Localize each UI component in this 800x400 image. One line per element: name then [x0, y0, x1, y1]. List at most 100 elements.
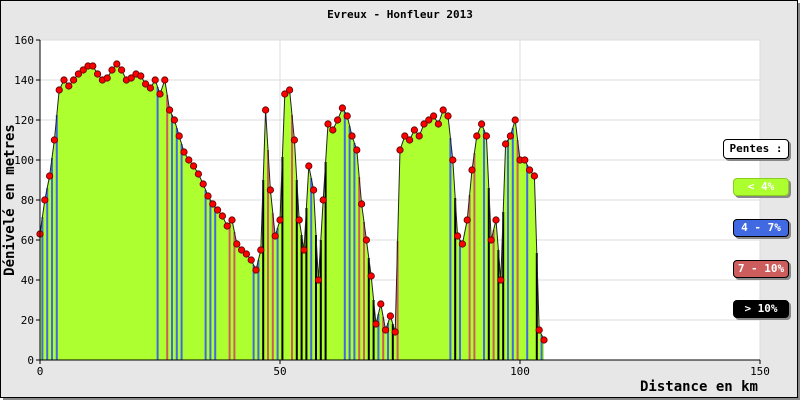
elevation-point: [55, 86, 63, 94]
elevation-point: [137, 72, 145, 80]
elevation-point: [175, 132, 183, 140]
elevation-point: [50, 136, 59, 144]
elevation-point: [94, 70, 102, 78]
y-tick-label: 0: [27, 354, 34, 367]
elevation-point: [45, 172, 54, 180]
elevation-point: [266, 186, 274, 194]
elevation-point: [103, 74, 111, 82]
elevation-point: [329, 126, 337, 134]
elevation-point: [381, 326, 390, 334]
elevation-point: [252, 266, 260, 274]
elevation-point: [290, 136, 298, 144]
elevation-point: [223, 222, 231, 230]
elevation-point: [391, 328, 399, 336]
elevation-point: [127, 74, 135, 82]
elevation-point: [367, 272, 375, 280]
x-tick-labels: 0 50 100 150: [37, 360, 770, 378]
elevation-point: [180, 148, 188, 156]
elevation-point: [314, 276, 322, 284]
elevation-point: [295, 216, 303, 224]
elevation-point: [372, 320, 380, 328]
elevation-point: [70, 76, 78, 84]
elevation-point: [281, 90, 289, 98]
elevation-point: [338, 104, 346, 112]
y-tick-label: 140: [14, 74, 34, 87]
elevation-point: [415, 132, 423, 140]
elevation-point: [242, 250, 250, 258]
elevation-point: [405, 136, 414, 144]
elevation-line: [39, 63, 545, 341]
elevation-point: [89, 62, 97, 70]
elevation-point: [247, 256, 255, 264]
elevation-point: [218, 212, 226, 220]
elevation-point: [434, 120, 442, 128]
y-tick-label: 40: [21, 274, 34, 287]
elevation-point: [468, 166, 476, 174]
elevation-point: [501, 140, 510, 148]
elevation-point: [185, 156, 193, 164]
elevation-point: [190, 162, 198, 170]
x-tick-label: 100: [510, 365, 530, 378]
elevation-point: [401, 132, 409, 140]
elevation-point: [540, 336, 548, 344]
elevation-point: [214, 206, 222, 214]
elevation-point: [142, 80, 150, 88]
chart-title: Evreux - Honfleur 2013: [327, 8, 473, 21]
elevation-point: [487, 236, 495, 244]
elevation-point: [324, 120, 332, 128]
elevation-point: [228, 216, 236, 224]
elevation-point: [506, 132, 514, 140]
y-tick-label: 160: [14, 34, 34, 47]
elevation-point: [309, 186, 318, 194]
elevation-point: [353, 146, 361, 154]
elevation-point: [118, 66, 126, 74]
elevation-point: [362, 236, 370, 244]
elevation-point: [348, 132, 356, 140]
y-tick-label: 120: [14, 114, 34, 127]
elevation-point: [300, 246, 308, 254]
legend-item: < 4%: [733, 178, 789, 196]
elevation-point: [396, 146, 404, 154]
elevation-point: [333, 116, 342, 124]
elevation-point: [108, 66, 116, 74]
elevation-point: [194, 170, 202, 178]
legend-item: > 10%: [733, 300, 789, 318]
elevation-point: [146, 84, 154, 92]
elevation-point: [74, 70, 83, 78]
elevation-point: [521, 156, 529, 164]
elevation-points: [36, 60, 548, 344]
elevation-point: [238, 246, 246, 254]
legend-item: 4 - 7%: [733, 219, 789, 237]
y-tick-label: 60: [21, 234, 34, 247]
elevation-point: [482, 132, 490, 140]
elevation-point: [276, 216, 284, 224]
elevation-point: [170, 116, 178, 124]
elevation-point: [319, 196, 327, 204]
elevation-point: [65, 82, 73, 90]
y-tick-label: 100: [14, 154, 34, 167]
elevation-point: [530, 172, 539, 180]
elevation-point: [535, 326, 543, 334]
elevation-point: [439, 106, 447, 114]
y-tick-label: 80: [21, 194, 34, 207]
elevation-point: [357, 200, 366, 208]
x-axis-label: Distance en km: [640, 379, 758, 395]
elevation-point: [161, 76, 169, 84]
elevation-point: [410, 126, 418, 134]
x-tick-label: 50: [273, 365, 286, 378]
elevation-point: [199, 180, 207, 188]
elevation-point: [166, 106, 174, 114]
elevation-point: [261, 106, 270, 114]
elevation-point: [420, 120, 428, 128]
legend-title: Pentes :: [723, 139, 789, 159]
slope-bars: [41, 87, 543, 360]
elevation-point: [429, 112, 438, 120]
elevation-point: [377, 300, 385, 308]
elevation-point: [60, 76, 68, 84]
elevation-point: [151, 76, 159, 84]
y-tick-label: 20: [21, 314, 34, 327]
elevation-point: [477, 120, 486, 128]
elevation-point: [453, 232, 462, 240]
x-tick-label: 0: [37, 365, 44, 378]
